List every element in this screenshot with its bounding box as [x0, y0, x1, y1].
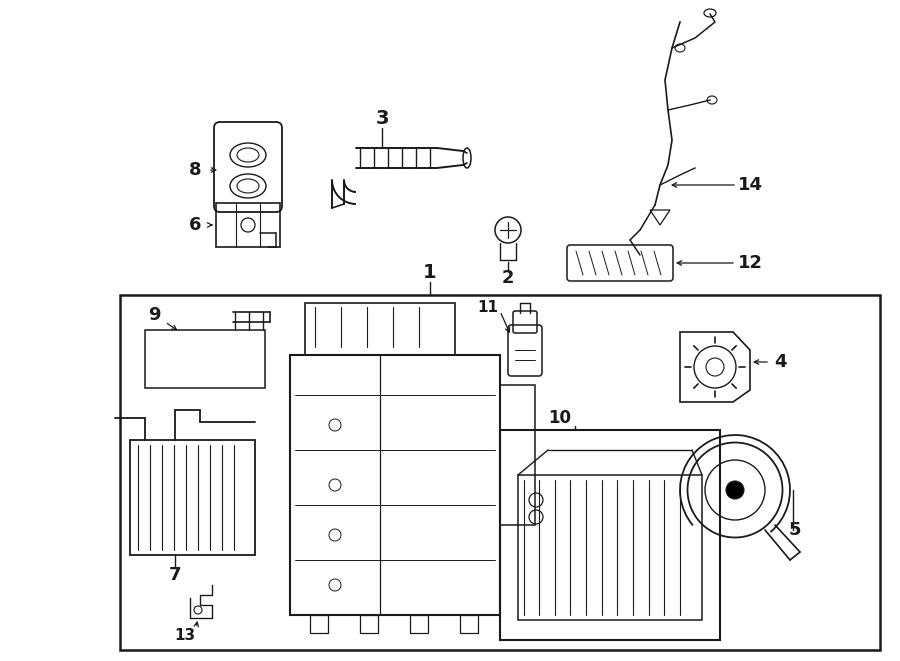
- Bar: [305, 303, 455, 355]
- Bar: [145, 330, 265, 388]
- Bar: [310, 615, 328, 633]
- Bar: [500, 430, 720, 640]
- Text: 13: 13: [175, 627, 195, 642]
- Text: 7: 7: [169, 566, 181, 584]
- Text: 3: 3: [375, 108, 389, 128]
- Bar: [518, 475, 702, 620]
- Bar: [120, 295, 880, 650]
- Bar: [130, 440, 255, 555]
- Bar: [500, 385, 535, 525]
- Bar: [360, 615, 378, 633]
- Bar: [410, 615, 428, 633]
- Bar: [460, 615, 478, 633]
- Text: 2: 2: [502, 269, 514, 287]
- Text: 10: 10: [548, 409, 572, 427]
- Text: 14: 14: [737, 176, 762, 194]
- Text: 1: 1: [423, 264, 436, 282]
- Bar: [216, 203, 280, 247]
- Text: 6: 6: [189, 216, 202, 234]
- Bar: [290, 355, 500, 615]
- Text: 12: 12: [737, 254, 762, 272]
- Ellipse shape: [726, 481, 744, 499]
- Text: 5: 5: [788, 521, 801, 539]
- Text: 4: 4: [774, 353, 787, 371]
- Text: 8: 8: [189, 161, 202, 179]
- Text: 11: 11: [477, 301, 498, 315]
- Text: 9: 9: [148, 306, 160, 324]
